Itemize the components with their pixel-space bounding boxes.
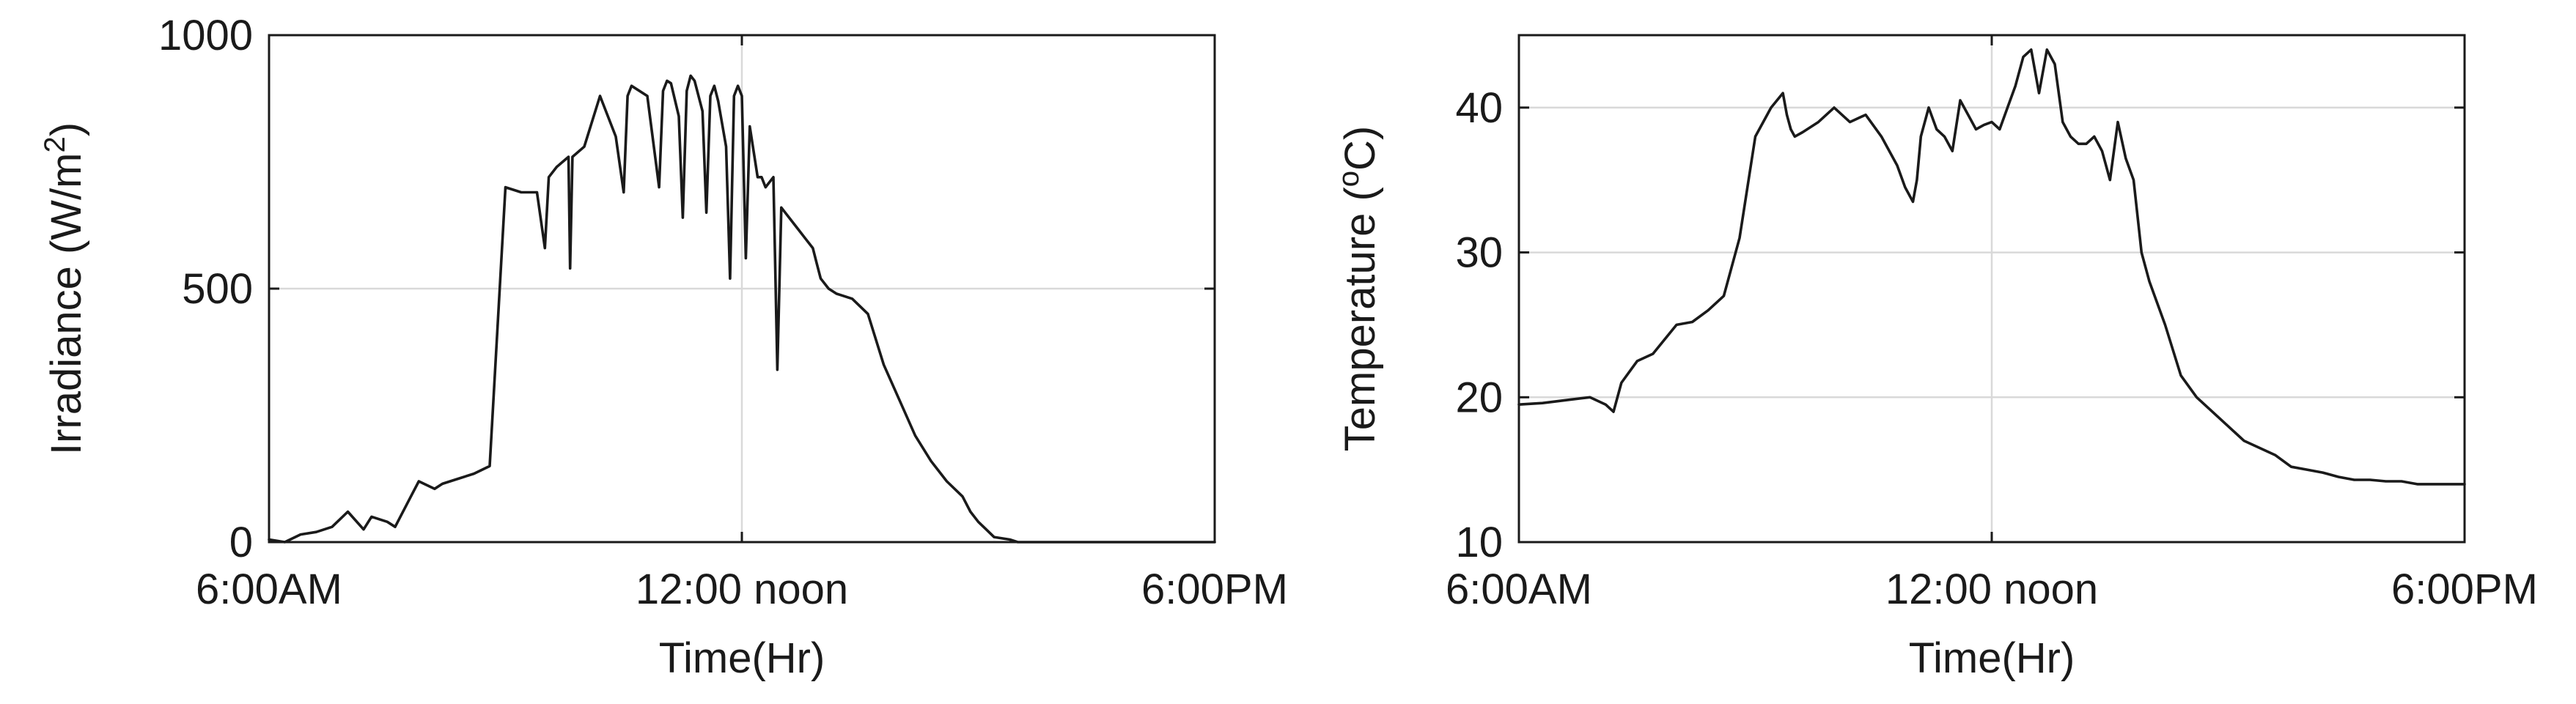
y-tick-label: 1000 [158,12,253,59]
y-tick-label: 0 [229,519,253,566]
y-tick-label: 20 [1455,374,1503,421]
y-axis-label: Irradiance (W/m2) [39,122,90,455]
series-line [1517,48,2466,486]
y-tick-label: 10 [1455,519,1503,566]
y-tick-label: 500 [182,265,253,313]
x-tick-label: 12:00 noon [1885,566,2098,613]
y-tick-label: 40 [1455,84,1503,132]
x-tick-label: 6:00PM [1141,566,1288,613]
series-line [268,74,1216,544]
x-axis-label: Time(Hr) [1909,634,2075,682]
x-tick-label: 6:00AM [1446,566,1592,613]
chart-panel-2: 10 20 30 40 6:00AM 12:00 noon 6:00PM Time(Hr) Te… [1333,34,2538,682]
chart-panel-1: 0 500 1000 6:00AM 12:00 noon 6:00PM Time(Hr) Ir… [39,12,1288,682]
x-tick-label: 6:00PM [2391,566,2538,613]
y-axis-label: Temperature (oC) [1333,126,1384,451]
x-axis-label: Time(Hr) [659,634,825,682]
x-tick-label: 6:00AM [196,566,342,613]
y-tick-label: 30 [1455,229,1503,277]
x-tick-label: 12:00 noon [636,566,848,613]
